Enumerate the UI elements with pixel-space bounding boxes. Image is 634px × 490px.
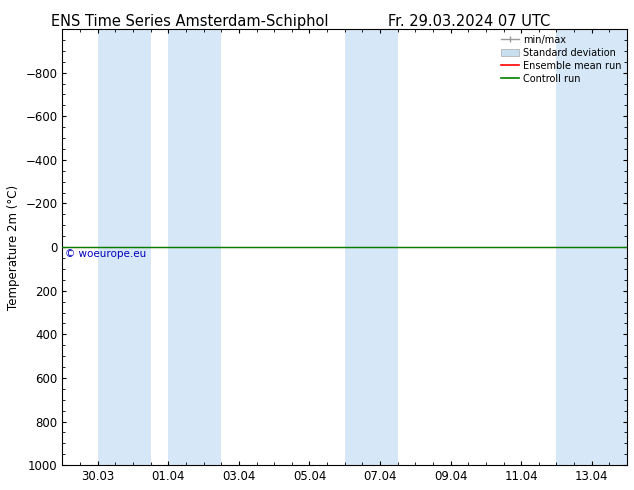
Legend: min/max, Standard deviation, Ensemble mean run, Controll run: min/max, Standard deviation, Ensemble me… (498, 31, 625, 88)
Text: © woeurope.eu: © woeurope.eu (65, 249, 146, 259)
Y-axis label: Temperature 2m (°C): Temperature 2m (°C) (7, 185, 20, 310)
Bar (169, 29, 221, 465)
Bar (557, 29, 627, 465)
Bar (98, 29, 151, 465)
Text: Fr. 29.03.2024 07 UTC: Fr. 29.03.2024 07 UTC (388, 14, 550, 29)
Text: ENS Time Series Amsterdam-Schiphol: ENS Time Series Amsterdam-Schiphol (51, 14, 329, 29)
Bar (345, 29, 398, 465)
